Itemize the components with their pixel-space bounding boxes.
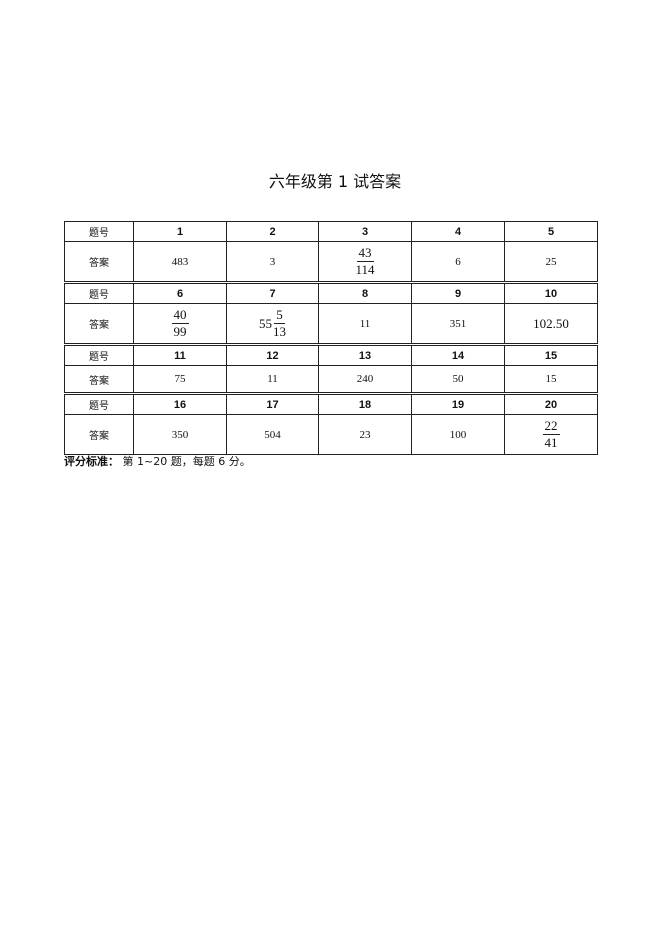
question-number: 13 xyxy=(318,343,412,366)
answer-cell: 102.50 xyxy=(504,303,598,345)
answer-cell: 6 xyxy=(411,241,505,283)
denominator: 41 xyxy=(544,435,558,450)
answer-cell: 504 xyxy=(226,414,319,455)
numerator: 5 xyxy=(274,307,285,324)
answer-value: 3 xyxy=(269,255,276,268)
question-number: 6 xyxy=(133,281,227,304)
answer-value: 240 xyxy=(356,373,374,385)
question-number: 11 xyxy=(133,343,227,366)
mixed-whole: 55 xyxy=(259,315,272,331)
fraction: 40 99 xyxy=(171,307,189,340)
question-number-row: 题号 6 7 8 9 10 xyxy=(64,281,598,304)
fraction: 43 114 xyxy=(355,245,374,278)
question-number-row: 题号 16 17 18 19 20 xyxy=(64,392,598,415)
numerator: 43 xyxy=(356,245,374,262)
question-number: 12 xyxy=(226,343,319,366)
question-number: 10 xyxy=(504,281,598,304)
denominator: 114 xyxy=(355,262,375,277)
header-label: 题号 xyxy=(64,392,134,415)
answer-cell: 15 xyxy=(504,365,598,394)
answer-cell: 240 xyxy=(318,365,412,394)
answer-value: 483 xyxy=(171,255,189,268)
scoring-note: 评分标准： 第 1~20 题，每题 6 分。 xyxy=(64,453,251,469)
answer-value: 50 xyxy=(452,373,464,385)
answer-cell: 40 99 xyxy=(133,303,227,345)
question-number: 16 xyxy=(133,392,227,415)
answer-cell: 11 xyxy=(226,365,319,394)
header-label: 题号 xyxy=(64,221,134,242)
answer-cell: 350 xyxy=(133,414,227,455)
numerator: 40 xyxy=(171,307,189,324)
fraction: 5 13 xyxy=(273,307,286,340)
answer-cell: 483 xyxy=(133,241,227,283)
page-title: 六年级第 1 试答案 xyxy=(268,172,402,191)
answer-cell: 55 5 13 xyxy=(226,303,319,345)
scoring-text: 第 1~20 题，每题 6 分。 xyxy=(119,455,251,468)
question-number: 5 xyxy=(504,221,598,242)
denominator: 99 xyxy=(173,324,187,339)
question-number: 4 xyxy=(411,221,505,242)
answer-row: 答案 75 11 240 50 15 xyxy=(64,365,598,394)
answer-value: 504 xyxy=(264,428,281,441)
question-number: 19 xyxy=(411,392,505,415)
question-number: 14 xyxy=(411,343,505,366)
answer-value: 11 xyxy=(359,317,371,330)
answer-cell: 351 xyxy=(411,303,505,345)
answer-label: 答案 xyxy=(64,414,134,455)
answer-cell: 22 41 xyxy=(504,414,598,455)
answer-row: 答案 483 3 43 114 6 25 xyxy=(64,241,598,283)
question-number: 1 xyxy=(133,221,227,242)
question-number: 7 xyxy=(226,281,319,304)
answer-label: 答案 xyxy=(64,365,134,394)
header-label: 题号 xyxy=(64,281,134,304)
scoring-label: 评分标准： xyxy=(64,455,119,468)
question-number: 2 xyxy=(226,221,319,242)
answer-value: 75 xyxy=(174,373,186,385)
question-number: 20 xyxy=(504,392,598,415)
question-number-row: 题号 11 12 13 14 15 xyxy=(64,343,598,366)
answer-cell: 50 xyxy=(411,365,505,394)
answer-value: 15 xyxy=(545,373,557,385)
answer-cell: 43 114 xyxy=(318,241,412,283)
answer-value: 351 xyxy=(449,317,467,330)
answer-value: 11 xyxy=(267,373,278,385)
answer-table: 题号 1 2 3 4 5 答案 483 3 43 114 6 25 题号 6 7 8 9 10 答案 40 99 55 5 13… xyxy=(64,221,598,455)
answer-value: 100 xyxy=(449,428,467,441)
answer-row: 答案 40 99 55 5 13 11 351 102.50 xyxy=(64,303,598,345)
answer-value: 25 xyxy=(545,255,557,268)
answer-value: 350 xyxy=(171,428,189,441)
answer-row: 答案 350 504 23 100 22 41 xyxy=(64,414,598,455)
numerator: 22 xyxy=(542,418,560,435)
header-label: 题号 xyxy=(64,343,134,366)
answer-cell: 100 xyxy=(411,414,505,455)
answer-value: 102.50 xyxy=(533,315,569,331)
question-number-row: 题号 1 2 3 4 5 xyxy=(64,221,598,242)
answer-value: 23 xyxy=(359,428,371,441)
question-number: 8 xyxy=(318,281,412,304)
answer-label: 答案 xyxy=(64,241,134,283)
answer-value: 6 xyxy=(455,255,461,268)
answer-cell: 11 xyxy=(318,303,412,345)
question-number: 18 xyxy=(318,392,412,415)
question-number: 9 xyxy=(411,281,505,304)
answer-cell: 25 xyxy=(504,241,598,283)
answer-cell: 23 xyxy=(318,414,412,455)
question-number: 17 xyxy=(226,392,319,415)
fraction: 22 41 xyxy=(542,418,560,451)
answer-cell: 3 xyxy=(226,241,319,283)
answer-cell: 75 xyxy=(133,365,227,394)
question-number: 15 xyxy=(504,343,598,366)
question-number: 3 xyxy=(318,221,412,242)
denominator: 13 xyxy=(273,324,286,339)
answer-label: 答案 xyxy=(64,303,134,345)
